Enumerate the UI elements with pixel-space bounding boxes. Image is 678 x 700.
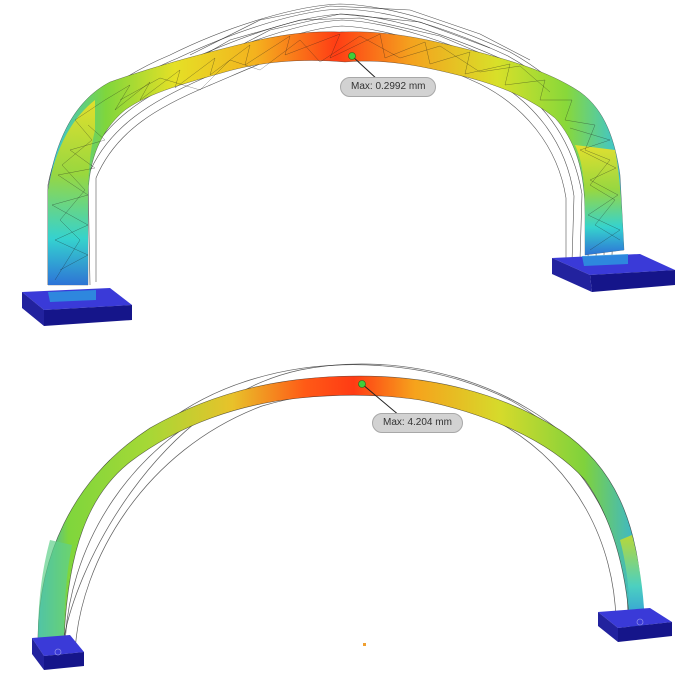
max-displacement-label-2[interactable]: Max: 4.204 mm bbox=[372, 413, 463, 433]
deformed-mesh-body bbox=[47, 31, 625, 286]
max-leader-line-2 bbox=[361, 383, 401, 417]
deformed-ribbon-body bbox=[37, 375, 646, 641]
deformation-view-top[interactable]: Max: 0.2992 mm bbox=[0, 0, 678, 340]
left-support-block-2 bbox=[32, 635, 84, 670]
right-support-block bbox=[552, 254, 675, 292]
undeformed-outline bbox=[47, 363, 641, 653]
max-displacement-label[interactable]: Max: 0.2992 mm bbox=[340, 77, 437, 97]
max-leader-line bbox=[351, 55, 379, 81]
max-probe-marker-2[interactable] bbox=[358, 380, 366, 388]
max-probe-marker[interactable] bbox=[348, 52, 356, 60]
left-support-block bbox=[22, 288, 132, 326]
deformation-view-bottom[interactable]: Max: 4.204 mm bbox=[0, 340, 678, 700]
origin-marker bbox=[363, 643, 366, 646]
mesh-arch-model[interactable] bbox=[0, 0, 678, 340]
ribbon-arch-model[interactable] bbox=[0, 340, 678, 700]
right-support-block-2 bbox=[598, 608, 672, 642]
mesh-lines bbox=[51, 33, 621, 281]
